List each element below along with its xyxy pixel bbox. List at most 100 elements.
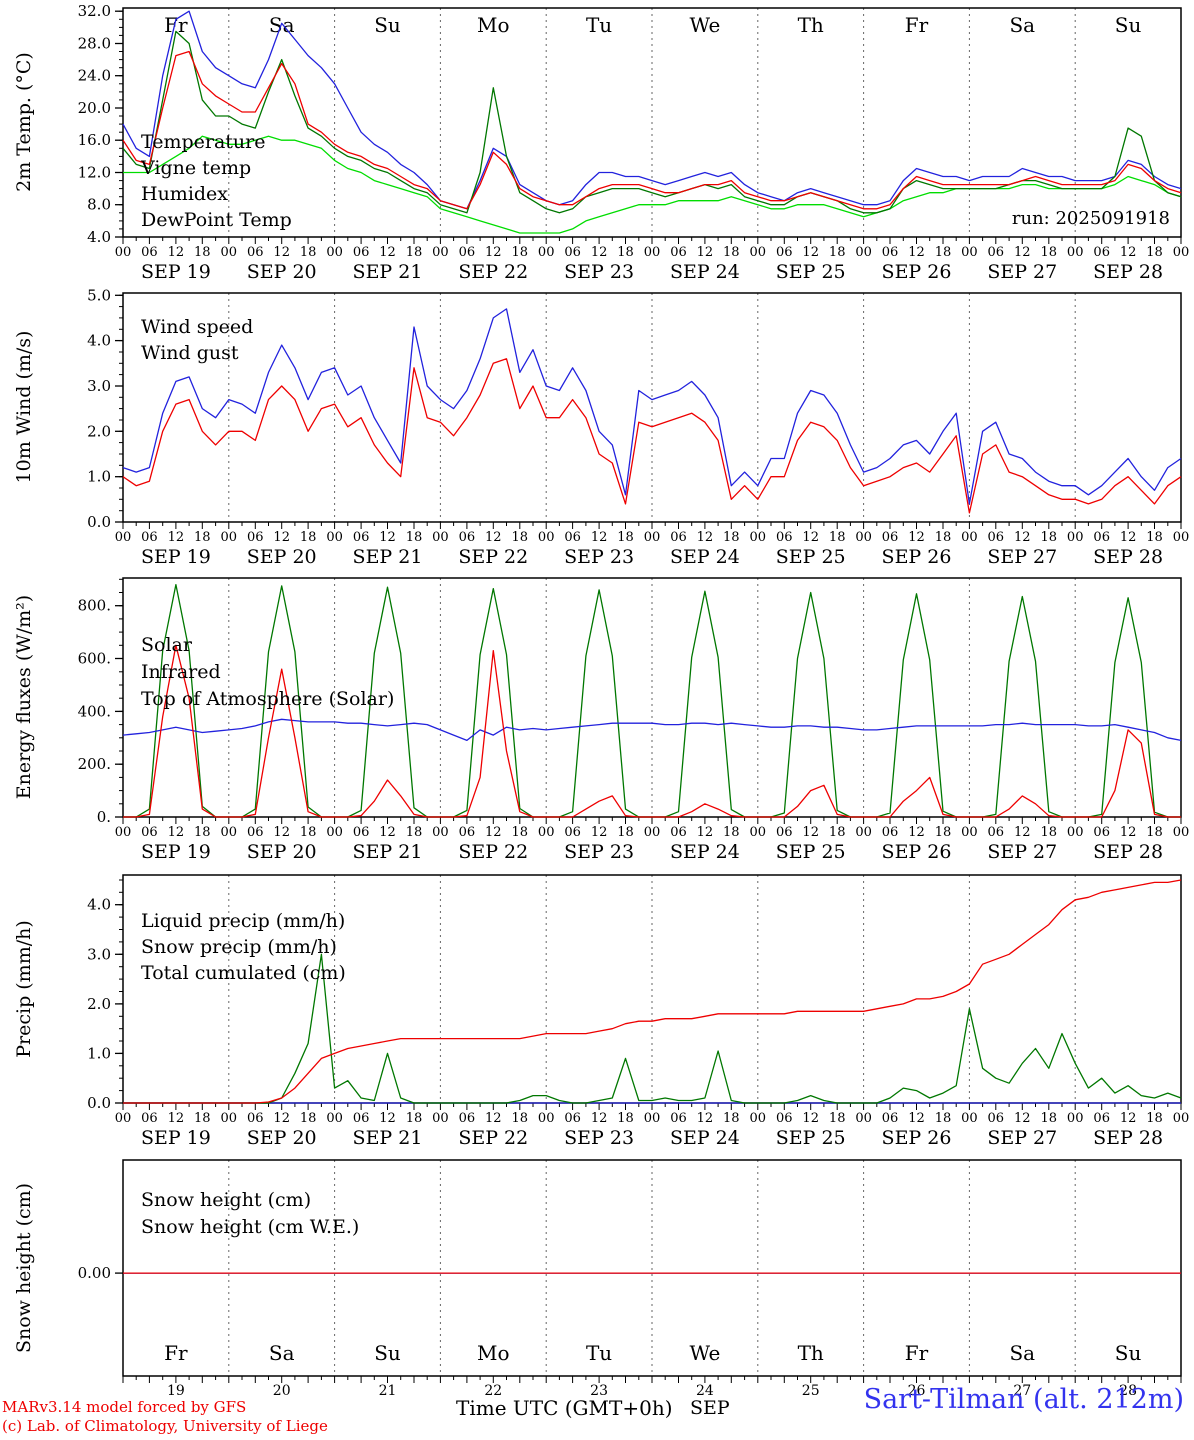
hour-label: 06 <box>670 1111 687 1126</box>
y-tick-label: 2.0 <box>87 995 111 1013</box>
hour-label: 12 <box>697 530 714 545</box>
y-tick-label: 0.0 <box>87 1094 111 1112</box>
hour-label: 18 <box>829 1111 846 1126</box>
date-label: SEP 23 <box>564 261 634 283</box>
hour-label: 18 <box>829 530 846 545</box>
legend-wind-speed: Wind speed <box>141 316 253 338</box>
hour-label: 18 <box>194 530 211 545</box>
hour-label: 18 <box>723 530 740 545</box>
date-label: SEP 20 <box>247 1127 317 1149</box>
hour-label: 18 <box>194 245 211 260</box>
hour-label: 06 <box>1093 1111 1110 1126</box>
weekday-label: Tu <box>586 13 612 37</box>
hour-label: 00 <box>538 825 555 840</box>
hour-label: 18 <box>512 245 529 260</box>
hour-label: 12 <box>168 1111 185 1126</box>
hour-label: 06 <box>1093 530 1110 545</box>
date-label: SEP 25 <box>776 261 846 283</box>
hour-label: 18 <box>1041 530 1058 545</box>
date-label: SEP 22 <box>458 261 528 283</box>
date-label: SEP 24 <box>670 841 740 863</box>
hour-label: 12 <box>168 530 185 545</box>
hour-label: 00 <box>1173 1111 1190 1126</box>
hour-label: 00 <box>1067 1111 1084 1126</box>
hour-label: 12 <box>485 825 502 840</box>
hour-label: 06 <box>776 245 793 260</box>
hour-label: 18 <box>406 825 423 840</box>
date-label: SEP 28 <box>1093 261 1163 283</box>
hour-label: 12 <box>1014 825 1031 840</box>
hour-label: 18 <box>829 825 846 840</box>
hour-label: 06 <box>776 1111 793 1126</box>
weekday-label: Mo <box>477 1341 510 1365</box>
day-number-label: 26 <box>908 1383 926 1399</box>
y-tick-label: 12.0 <box>78 164 111 182</box>
hour-label: 12 <box>1014 1111 1031 1126</box>
hour-label: 18 <box>300 245 317 260</box>
hour-label: 12 <box>591 530 608 545</box>
hour-label: 12 <box>591 1111 608 1126</box>
hour-label: 12 <box>379 530 396 545</box>
hour-label: 00 <box>326 1111 343 1126</box>
hour-label: 12 <box>802 1111 819 1126</box>
series-wind-gust <box>122 308 1182 505</box>
hour-label: 12 <box>802 825 819 840</box>
hour-label: 00 <box>855 530 872 545</box>
y-axis-title-snow: Snow height (cm) <box>13 1182 35 1354</box>
hour-label: 12 <box>802 245 819 260</box>
hour-label: 12 <box>1120 530 1137 545</box>
weekday-label: Fr <box>164 13 188 37</box>
weekday-label: Su <box>1115 1341 1142 1365</box>
hour-label: 06 <box>247 245 264 260</box>
series-temperature <box>122 50 1182 210</box>
date-label: SEP 25 <box>776 546 846 568</box>
hour-label: 18 <box>512 530 529 545</box>
hour-label: 12 <box>1120 825 1137 840</box>
y-tick-label: 400. <box>78 702 111 720</box>
legend-wind-gust: Wind gust <box>141 342 239 364</box>
hour-label: 06 <box>882 1111 899 1126</box>
hour-label: 12 <box>591 825 608 840</box>
date-label: SEP 27 <box>987 261 1057 283</box>
y-tick-label: 2.0 <box>87 422 111 440</box>
hour-label: 00 <box>750 245 767 260</box>
hour-label: 00 <box>750 530 767 545</box>
weekday-label: Sa <box>269 1341 295 1365</box>
hour-label: 18 <box>617 1111 634 1126</box>
weekday-label: Sa <box>1009 13 1035 37</box>
y-tick-label: 5.0 <box>87 286 111 304</box>
weekday-label: Th <box>798 1341 824 1365</box>
hour-label: 12 <box>802 530 819 545</box>
date-label: SEP 25 <box>776 1127 846 1149</box>
hour-label: 12 <box>591 245 608 260</box>
hour-label: 12 <box>697 825 714 840</box>
y-tick-label: 4.0 <box>87 228 111 246</box>
hour-label: 18 <box>935 530 952 545</box>
hour-label: 06 <box>776 530 793 545</box>
y-tick-label: 16.0 <box>78 131 111 149</box>
hour-label: 00 <box>221 245 238 260</box>
hour-label: 12 <box>1014 530 1031 545</box>
hour-label: 06 <box>670 825 687 840</box>
hour-label: 00 <box>538 530 555 545</box>
hour-label: 00 <box>1067 530 1084 545</box>
date-label: SEP 19 <box>141 841 211 863</box>
hour-label: 12 <box>697 245 714 260</box>
hour-label: 18 <box>512 1111 529 1126</box>
date-label: SEP 26 <box>882 546 952 568</box>
hour-label: 06 <box>459 1111 476 1126</box>
hour-label: 06 <box>353 530 370 545</box>
hour-label: 12 <box>1120 1111 1137 1126</box>
hour-label: 18 <box>1146 825 1163 840</box>
hour-label: 06 <box>247 825 264 840</box>
hour-label: 18 <box>723 245 740 260</box>
y-tick-label: 1.0 <box>87 1044 111 1062</box>
hour-label: 18 <box>723 1111 740 1126</box>
y-axis-title-wind: 10m Wind (m/s) <box>13 330 35 484</box>
hour-label: 06 <box>247 1111 264 1126</box>
weekday-label: We <box>690 1341 721 1365</box>
weekday-label: Th <box>798 13 824 37</box>
date-label: SEP 23 <box>564 1127 634 1149</box>
hour-label: 12 <box>379 245 396 260</box>
hour-label: 18 <box>617 245 634 260</box>
